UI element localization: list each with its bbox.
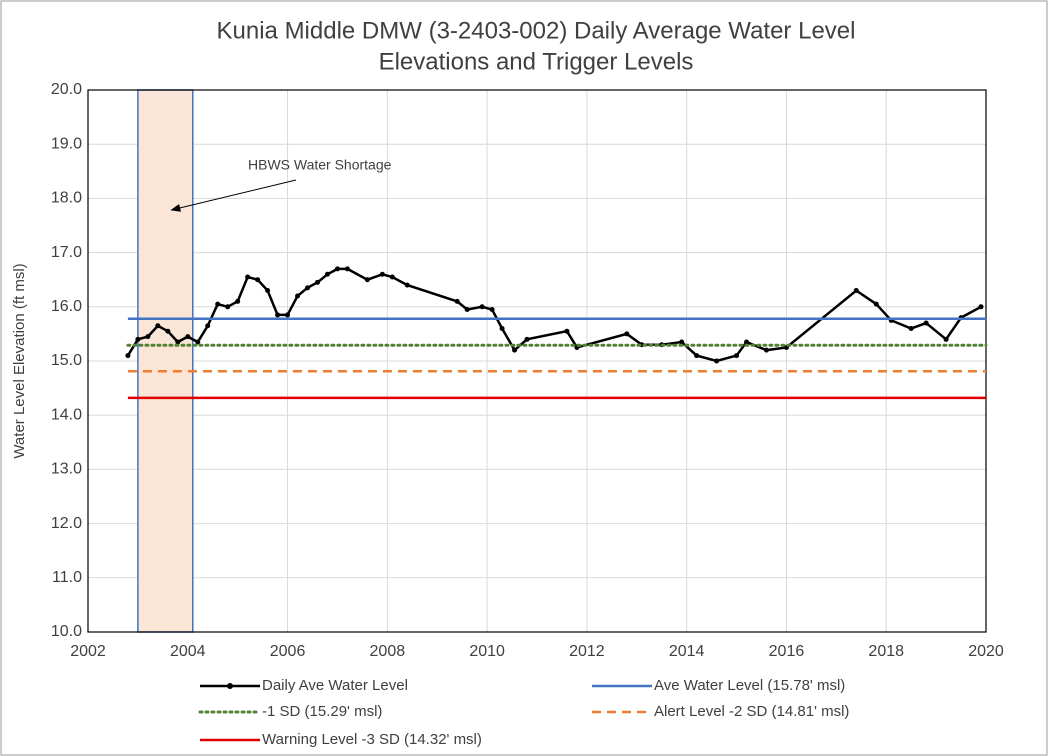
data-point <box>624 331 630 337</box>
y-tick-label: 13.0 <box>51 461 82 478</box>
legend-label: -1 SD (15.29' msl) <box>262 703 382 720</box>
data-point <box>679 339 685 345</box>
x-tick-label: 2004 <box>170 643 206 660</box>
data-point <box>314 279 320 285</box>
data-point <box>334 266 340 272</box>
data-point <box>185 334 191 340</box>
data-point <box>714 358 720 364</box>
data-point <box>215 301 221 307</box>
data-point <box>512 347 518 353</box>
data-point <box>195 339 201 345</box>
data-point <box>489 307 495 313</box>
x-tick-label: 2012 <box>569 643 605 660</box>
y-tick-label: 17.0 <box>51 244 82 261</box>
data-point <box>978 304 984 310</box>
data-point <box>908 325 914 331</box>
data-point <box>265 288 271 294</box>
data-point <box>454 298 460 304</box>
x-tick-label: 2002 <box>70 643 106 660</box>
x-tick-label: 2016 <box>769 643 805 660</box>
data-point <box>404 282 410 288</box>
data-point <box>255 277 261 283</box>
chart-title: Elevations and Trigger Levels <box>379 48 694 75</box>
data-point <box>135 336 141 342</box>
y-tick-label: 14.0 <box>51 406 82 423</box>
annotation-arrow <box>170 179 297 212</box>
data-point <box>125 353 131 359</box>
data-point <box>324 271 330 277</box>
data-point <box>853 288 859 294</box>
y-tick-label: 15.0 <box>51 352 82 369</box>
y-tick-label: 18.0 <box>51 190 82 207</box>
data-point <box>344 266 350 272</box>
data-point <box>499 325 505 331</box>
data-point <box>464 307 470 313</box>
data-point <box>734 353 740 359</box>
y-tick-label: 10.0 <box>51 623 82 640</box>
y-tick-label: 11.0 <box>52 569 82 586</box>
data-point <box>145 334 151 340</box>
legend-label: Alert Level -2 SD (14.81' msl) <box>654 703 849 720</box>
data-point <box>694 353 700 359</box>
data-point <box>275 312 281 318</box>
y-tick-label: 12.0 <box>51 515 82 532</box>
data-point <box>873 301 879 307</box>
data-point <box>744 339 750 345</box>
data-point <box>155 323 161 329</box>
legend-label: Ave Water Level (15.78' msl) <box>654 677 845 694</box>
data-point <box>235 298 241 304</box>
data-point <box>479 304 485 310</box>
y-axis-label: Water Level Elevation (ft msl) <box>11 263 28 458</box>
data-point <box>225 304 231 310</box>
annotation: HBWS Water Shortage <box>248 157 392 173</box>
data-point <box>763 347 769 353</box>
plot-border <box>87 89 987 633</box>
legend-marker <box>227 683 233 689</box>
data-point <box>165 328 171 334</box>
data-point <box>205 323 211 329</box>
data-point <box>524 336 530 342</box>
data-point <box>295 293 301 299</box>
x-tick-label: 2008 <box>370 643 406 660</box>
legend-label: Warning Level -3 SD (14.32' msl) <box>262 731 482 748</box>
series-line <box>126 267 982 363</box>
shaded-region <box>137 89 194 633</box>
legend-label: Daily Ave Water Level <box>262 677 408 694</box>
data-point <box>364 277 370 283</box>
x-tick-label: 2020 <box>968 643 1004 660</box>
data-point <box>245 274 251 280</box>
data-point <box>943 336 949 342</box>
data-point <box>389 274 395 280</box>
data-point <box>305 285 311 291</box>
data-point <box>923 320 929 326</box>
x-tick-label: 2010 <box>469 643 505 660</box>
data-point <box>175 339 181 345</box>
x-tick-label: 2014 <box>669 643 705 660</box>
data-point <box>285 312 291 318</box>
data-point <box>564 328 570 334</box>
x-tick-label: 2006 <box>270 643 306 660</box>
chart-title: Kunia Middle DMW (3-2403-002) Daily Aver… <box>217 17 856 44</box>
y-tick-label: 20.0 <box>51 81 82 98</box>
data-point <box>379 271 385 277</box>
y-tick-label: 16.0 <box>51 298 82 315</box>
y-tick-label: 19.0 <box>51 135 82 152</box>
x-tick-label: 2018 <box>868 643 904 660</box>
